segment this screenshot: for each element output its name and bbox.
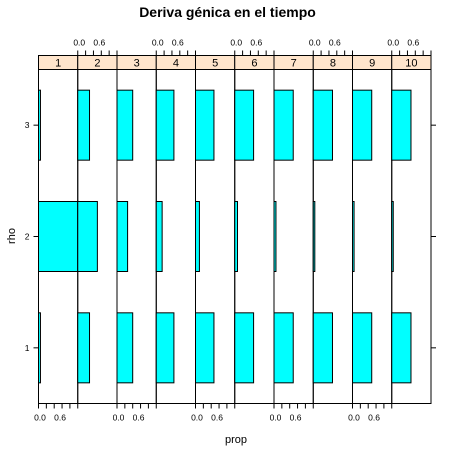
x-tick-label: 0.6: [290, 413, 302, 423]
y-axis: 1 2 3: [25, 120, 436, 353]
bar-rho-3: [155, 89, 175, 161]
bar-rho-3: [77, 89, 91, 161]
bar-rho-3: [38, 89, 41, 161]
bar-rho-3: [391, 89, 412, 161]
bar-rho-1: [77, 312, 91, 384]
bar-rho-1: [116, 312, 134, 384]
bar-rho-2: [38, 201, 79, 272]
panel-1: 1 0.0 0.6: [34, 55, 79, 423]
bar-rho-1: [273, 312, 294, 384]
bar-rho-3: [116, 89, 134, 161]
x-tick-label: 0.6: [368, 413, 380, 423]
panel-7: 7 0.0 0.6: [270, 55, 314, 423]
x-tick-label: 0.0: [348, 413, 360, 423]
bar-rho-2: [77, 201, 98, 272]
panel-4: 4 0.0 0.6: [152, 38, 196, 404]
bar-rho-1: [391, 312, 412, 384]
x-tick-label: 0.6: [211, 413, 223, 423]
panels-group: 1 0.0 0.6 2 0.0 0.6 3 0.0 0.6 4 0.0 0.6 5 0.0 0.6 6 0.0 0…: [34, 38, 432, 423]
x-tick-label: 0.6: [133, 413, 145, 423]
bar-rho-2: [273, 201, 277, 272]
panel-3: 3 0.0 0.6: [113, 55, 157, 423]
panel-9: 9 0.0 0.6: [348, 55, 393, 423]
x-tick-label: 0.0: [113, 413, 125, 423]
x-tick-label: 0.0: [230, 38, 242, 48]
strip-label: 10: [405, 58, 417, 70]
x-tick-label: 0.0: [309, 38, 321, 48]
chart-title: Deriva génica en el tiempo: [139, 4, 316, 20]
bar-rho-2: [116, 201, 129, 272]
strip-label: 1: [55, 58, 61, 70]
strip-label: 2: [94, 58, 100, 70]
bar-rho-3: [312, 89, 333, 161]
strip-label: 9: [369, 58, 375, 70]
panel-8: 8 0.0 0.6: [309, 38, 353, 404]
bar-rho-2: [352, 201, 355, 272]
x-tick-label: 0.0: [152, 38, 164, 48]
x-tick-label: 0.6: [250, 38, 262, 48]
x-tick-label: 0.6: [172, 38, 184, 48]
x-tick-label: 0.0: [191, 413, 203, 423]
bar-rho-1: [38, 312, 41, 384]
panel-10: 10 0.0 0.6: [387, 38, 432, 404]
bar-rho-2: [195, 201, 200, 272]
x-tick-label: 0.6: [407, 38, 419, 48]
panel-6: 6 0.0 0.6: [230, 38, 275, 404]
x-tick-label: 0.6: [54, 413, 66, 423]
x-tick-label: 0.0: [34, 413, 46, 423]
y-tick-label: 1: [25, 343, 30, 353]
bar-rho-3: [195, 89, 215, 161]
strip-label: 3: [134, 58, 140, 70]
y-tick-label: 3: [25, 120, 30, 130]
strip-label: 5: [212, 58, 218, 70]
strip-label: 4: [173, 58, 179, 70]
y-tick-label: 2: [25, 232, 30, 242]
strip-label: 6: [251, 58, 257, 70]
x-tick-label: 0.6: [329, 38, 341, 48]
bar-rho-3: [273, 89, 294, 161]
x-axis-label: prop: [225, 434, 247, 446]
strip-label: 8: [330, 58, 336, 70]
bar-rho-1: [352, 312, 373, 384]
bar-rho-1: [155, 312, 175, 384]
panel-5: 5 0.0 0.6: [191, 55, 236, 423]
x-tick-label: 0.0: [387, 38, 399, 48]
bar-rho-3: [352, 89, 373, 161]
bar-rho-2: [391, 201, 394, 272]
panel-2: 2 0.0 0.6: [73, 38, 118, 404]
y-axis-label: rho: [6, 228, 18, 244]
x-tick-label: 0.0: [73, 38, 85, 48]
bar-rho-1: [195, 312, 215, 384]
bar-rho-1: [234, 312, 255, 384]
bar-rho-1: [312, 312, 333, 384]
bar-rho-3: [234, 89, 255, 161]
strip-label: 7: [291, 58, 297, 70]
bar-rho-2: [234, 201, 238, 272]
x-tick-label: 0.0: [270, 413, 282, 423]
x-tick-label: 0.6: [93, 38, 105, 48]
bar-rho-2: [155, 201, 163, 272]
bar-rho-2: [312, 201, 316, 272]
